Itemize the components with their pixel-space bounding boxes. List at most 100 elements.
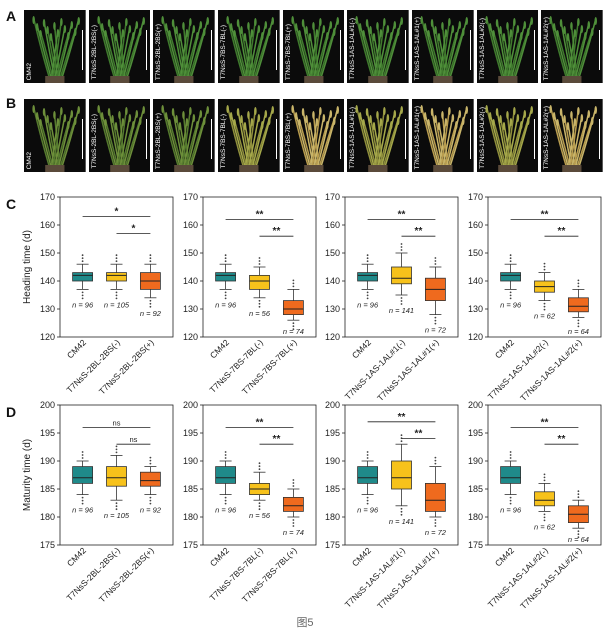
plant-photo: T7NsS-1AS-1AL#2(+) [541, 10, 605, 83]
y-tick-label: 195 [183, 428, 198, 438]
outlier-point [224, 496, 227, 499]
outlier-point [258, 468, 261, 471]
outlier-point [577, 493, 580, 496]
outlier-point [115, 508, 118, 511]
outlier-point [81, 502, 84, 505]
outlier-point [224, 502, 227, 505]
box [215, 272, 237, 282]
outlier-point [577, 536, 580, 539]
y-tick-label: 140 [325, 276, 340, 286]
y-tick-label: 170 [468, 192, 483, 202]
y-tick-label: 185 [325, 484, 340, 494]
plant-photo: T7NsS-1AS-1AL#1(+) [412, 10, 475, 83]
outlier-point [149, 260, 152, 263]
plant-photo: T7NsS-2BL-2BS(-) [88, 10, 152, 83]
y-tick-label: 180 [40, 512, 55, 522]
box [500, 466, 522, 484]
plant-photo: CM42 [24, 10, 87, 83]
y-tick-label: 190 [325, 456, 340, 466]
outlier-point [434, 525, 437, 527]
sample-size-label: n = 62 [534, 522, 556, 531]
outlier-point [115, 260, 118, 263]
y-tick-label: 160 [468, 220, 483, 230]
significance-label: ns [129, 435, 137, 444]
outlier-point [577, 325, 580, 328]
outlier-point [543, 308, 546, 311]
sample-size-label: n = 64 [568, 535, 589, 544]
scale-bar [405, 119, 407, 159]
outlier-point [81, 457, 84, 459]
photo-row-a: CM42 T7NsS-2BL-2BS(-) T7NsS-2BL-2BS(+) T7Ns… [24, 10, 605, 83]
sample-size-label: n = 64 [568, 327, 589, 336]
outlier-point [224, 499, 227, 502]
outlier-point [400, 440, 403, 443]
significance-label: ** [541, 417, 549, 428]
box [72, 272, 93, 282]
plot-frame [344, 404, 459, 546]
y-tick-label: 190 [468, 456, 483, 466]
significance-label: ** [256, 209, 264, 220]
y-axis-label: Maturity time (d) [22, 439, 33, 511]
significance-label: ** [398, 209, 406, 220]
outlier-point [400, 303, 403, 305]
outlier-point [366, 294, 369, 297]
y-tick-label: 130 [40, 304, 55, 314]
outlier-point [292, 519, 295, 521]
x-tick-label: T7NsS-1AS-1AL#1(-) [343, 337, 407, 401]
outlier-point [224, 260, 227, 263]
outlier-point [509, 451, 512, 453]
outlier-point [543, 519, 546, 522]
outlier-point [149, 459, 152, 462]
outlier-point [149, 456, 152, 459]
plant-photo: T7NsS-1AS-1AL#1(+) [412, 99, 475, 172]
x-tick-label: CM42 [208, 545, 231, 568]
outlier-point [543, 262, 546, 265]
significance-label: ** [256, 417, 264, 428]
outlier-point [366, 499, 369, 502]
y-tick-label: 160 [325, 220, 340, 230]
outlier-point [149, 499, 152, 502]
sample-size-label: n = 74 [283, 327, 304, 336]
y-tick-label: 160 [40, 220, 55, 230]
significance-label: ** [541, 209, 549, 220]
outlier-point [366, 451, 369, 453]
outlier-point [81, 451, 84, 453]
outlier-point [366, 502, 369, 505]
y-tick-label: 195 [40, 428, 55, 438]
x-tick-label: CM42 [65, 545, 88, 568]
box [357, 272, 379, 282]
y-tick-label: 130 [468, 304, 483, 314]
box [282, 300, 304, 316]
y-tick-label: 200 [40, 400, 55, 410]
outlier-point [115, 445, 118, 448]
outlier-point [400, 297, 403, 299]
plot-frame [487, 404, 602, 546]
outlier-point [258, 260, 261, 262]
y-tick-label: 140 [468, 276, 483, 286]
outlier-point [543, 268, 546, 271]
y-tick-label: 130 [325, 304, 340, 314]
outlier-point [292, 279, 295, 282]
figure-caption: 图5 [296, 617, 314, 629]
plant-photo: T7NsS-1AS-1AL#1(-) [347, 10, 411, 83]
scale-bar [405, 30, 407, 70]
plant-photo: T7NsS-1AS-1AL#2(+) [541, 99, 605, 172]
outlier-point [509, 254, 512, 257]
outlier-point [224, 254, 227, 257]
sample-size-label: n = 96 [357, 300, 379, 309]
outlier-point [509, 297, 512, 300]
significance-label: ** [558, 434, 566, 445]
scale-bar [211, 30, 213, 70]
y-tick-label: 175 [183, 540, 198, 550]
outlier-point [224, 451, 227, 453]
outlier-point [400, 243, 403, 245]
box [282, 496, 304, 512]
outlier-point [292, 285, 295, 288]
significance-label: ** [415, 429, 423, 440]
outlier-point [543, 516, 546, 519]
outlier-point [224, 257, 227, 260]
outlier-point [149, 496, 152, 499]
y-tick-label: 150 [468, 248, 483, 258]
x-tick-label: CM42 [65, 337, 88, 360]
y-tick-label: 195 [325, 428, 340, 438]
